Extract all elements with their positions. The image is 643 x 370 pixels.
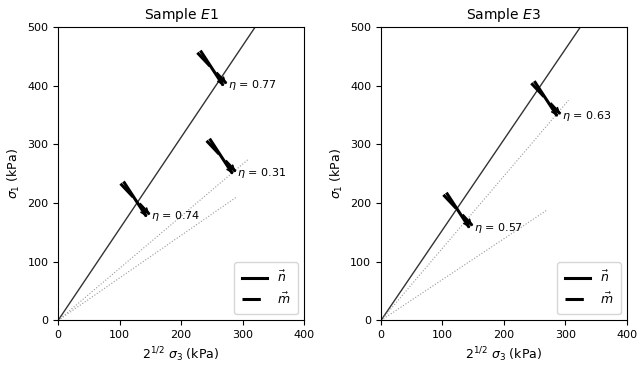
Y-axis label: $\sigma_1$ (kPa): $\sigma_1$ (kPa) bbox=[6, 148, 22, 199]
X-axis label: $2^{1/2}$ $\sigma_3$ (kPa): $2^{1/2}$ $\sigma_3$ (kPa) bbox=[466, 346, 543, 364]
Text: $\eta$ = 0.31: $\eta$ = 0.31 bbox=[237, 166, 286, 181]
Y-axis label: $\sigma_1$ (kPa): $\sigma_1$ (kPa) bbox=[329, 148, 345, 199]
Legend: $\vec{n}$, $\vec{m}$: $\vec{n}$, $\vec{m}$ bbox=[235, 262, 298, 314]
Text: $\eta$ = 0.63: $\eta$ = 0.63 bbox=[562, 109, 611, 123]
Text: $\eta$ = 0.77: $\eta$ = 0.77 bbox=[228, 78, 276, 92]
Text: $\eta$ = 0.57: $\eta$ = 0.57 bbox=[474, 221, 523, 235]
Title: Sample $E1$: Sample $E1$ bbox=[143, 6, 219, 24]
Legend: $\vec{n}$, $\vec{m}$: $\vec{n}$, $\vec{m}$ bbox=[557, 262, 620, 314]
Title: Sample $E3$: Sample $E3$ bbox=[466, 6, 541, 24]
X-axis label: $2^{1/2}$ $\sigma_3$ (kPa): $2^{1/2}$ $\sigma_3$ (kPa) bbox=[143, 346, 219, 364]
Text: $\eta$ = 0.74: $\eta$ = 0.74 bbox=[151, 209, 200, 223]
